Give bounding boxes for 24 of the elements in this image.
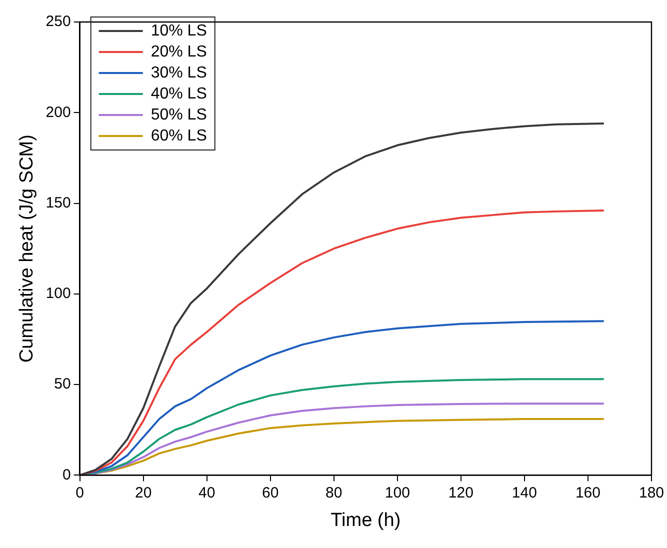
y-tick-label: 150 [46,194,71,212]
y-axis-title: Cumulative heat (J/g SCM) [16,134,38,363]
y-tick-label: 100 [46,285,71,302]
x-tick-label: 120 [448,484,474,502]
y-tick-label: 50 [54,376,71,393]
legend-label: 20% LS [150,43,207,60]
x-tick-label: 60 [262,484,279,502]
x-tick-label: 100 [384,484,410,502]
x-tick-label: 180 [638,484,664,502]
y-tick-label: 250 [46,13,71,30]
legend-label: 60% LS [150,127,207,144]
legend-label: 30% LS [150,64,207,82]
x-tick-label: 0 [76,484,84,502]
legend-label: 10% LS [150,22,207,40]
legend-label: 50% LS [150,106,207,124]
x-tick-label: 20 [135,484,152,502]
y-tick-label: 200 [46,104,71,121]
legend-label: 40% LS [150,85,207,102]
x-tick-label: 160 [575,484,600,502]
x-axis-title: Time (h) [330,510,401,531]
x-tick-label: 140 [512,484,537,502]
x-tick-label: 40 [198,484,216,502]
x-tick-label: 80 [326,484,342,502]
y-tick-label: 0 [62,466,71,484]
